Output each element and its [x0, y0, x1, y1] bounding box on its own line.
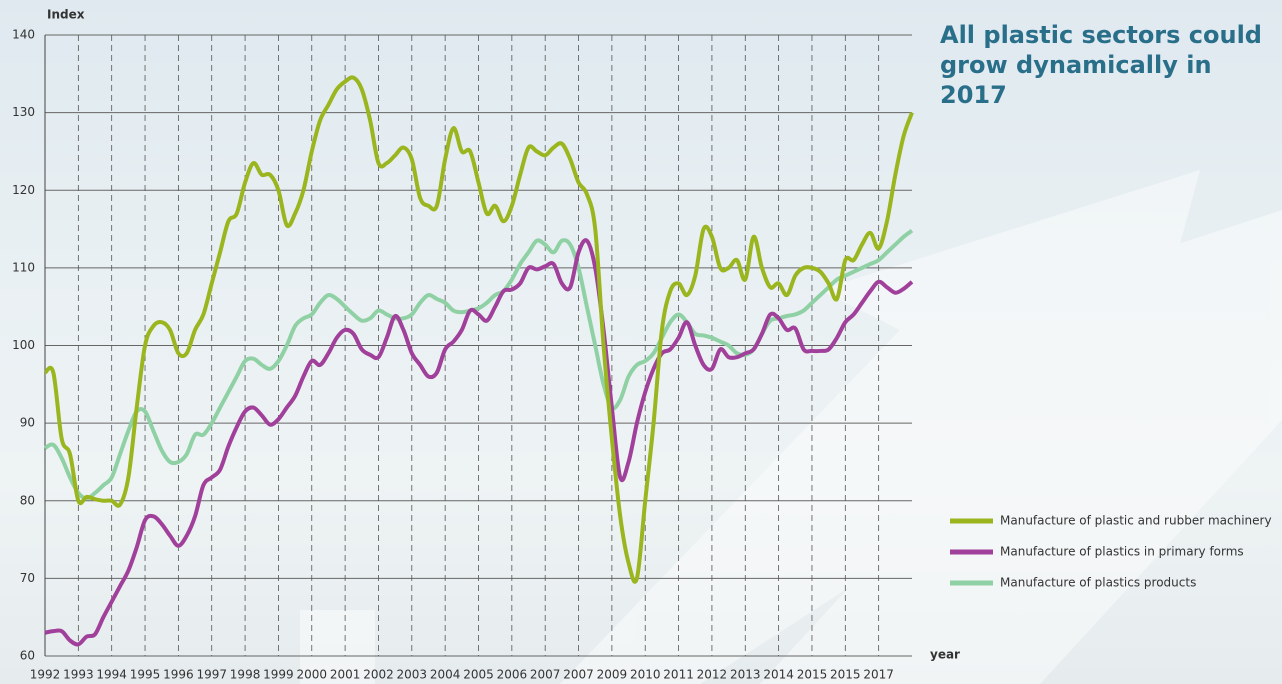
x-tick-label: 2012 — [697, 668, 728, 682]
x-tick-label: 1997 — [196, 668, 227, 682]
bg-arrow — [560, 170, 1200, 684]
legend-label: Manufacture of plastics in primary forms — [1000, 545, 1244, 559]
y-tick-label: 90 — [20, 416, 35, 430]
y-tick-label: 60 — [20, 649, 35, 663]
x-tick-label: 1999 — [263, 668, 294, 682]
series-line — [43, 75, 914, 584]
x-tick-label: 2010 — [630, 668, 661, 682]
x-tick-label: 2011 — [663, 668, 694, 682]
x-tick-label: 2015 — [797, 668, 828, 682]
x-tick-label: 2017 — [863, 668, 894, 682]
series-line — [44, 238, 914, 647]
bg-arrow — [300, 610, 375, 684]
y-tick-label: 120 — [12, 183, 35, 197]
x-tick-label: 2007 — [563, 668, 594, 682]
x-tick-label: 2009 — [597, 668, 628, 682]
x-axis-label: year — [930, 648, 960, 662]
background-arrows — [300, 170, 1282, 684]
x-tick-label: 1993 — [63, 668, 94, 682]
x-tick-label: 2006 — [497, 668, 528, 682]
y-tick-label: 100 — [12, 338, 35, 352]
x-tick-label: 2014 — [763, 668, 794, 682]
x-tick-label: 2002 — [363, 668, 394, 682]
chart-title: All plastic sectors could grow dynamical… — [940, 21, 1262, 109]
bg-arrow — [760, 210, 1282, 684]
x-tick-label: 2015 — [830, 668, 861, 682]
y-tick-label: 140 — [12, 28, 35, 42]
x-tick-label: 2005 — [463, 668, 494, 682]
y-tick-label: 130 — [12, 105, 35, 119]
x-tick-label: 1998 — [230, 668, 261, 682]
x-tick-label: 1994 — [96, 668, 127, 682]
x-tick-label: 2007 — [530, 668, 561, 682]
x-tick-label: 2013 — [730, 668, 761, 682]
x-tick-label: 1996 — [163, 668, 194, 682]
y-tick-label: 80 — [20, 493, 35, 507]
x-tick-label: 2000 — [296, 668, 327, 682]
x-tick-label: 1992 — [30, 668, 61, 682]
y-axis-label: Index — [47, 8, 85, 22]
legend-label: Manufacture of plastic and rubber machin… — [1000, 514, 1272, 528]
x-tick-label: 2003 — [397, 668, 428, 682]
y-tick-label: 110 — [12, 260, 35, 274]
x-tick-label: 1995 — [130, 668, 161, 682]
x-tick-label: 2001 — [330, 668, 361, 682]
y-tick-label: 70 — [20, 571, 35, 585]
x-tick-label: 2004 — [430, 668, 461, 682]
legend-label: Manufacture of plastics products — [1000, 576, 1196, 590]
